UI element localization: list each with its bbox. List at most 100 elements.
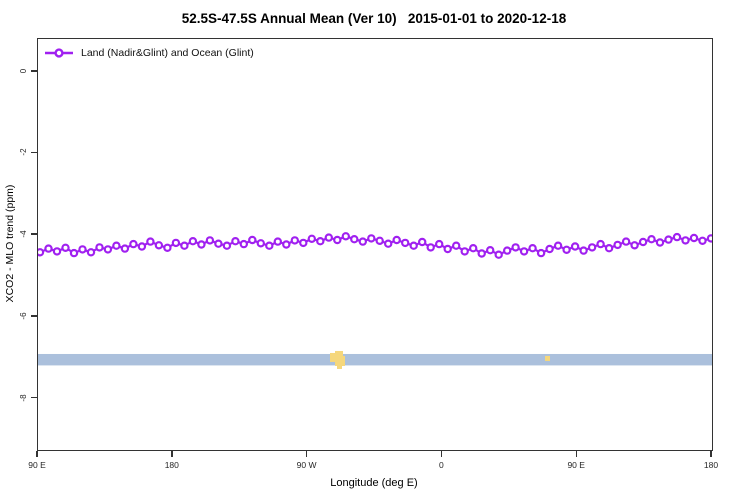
- data-point-marker: [69, 248, 79, 258]
- data-point-marker: [95, 243, 104, 252]
- data-point-marker: [706, 234, 712, 243]
- x-tick-mark: [305, 451, 308, 457]
- data-point-marker: [112, 241, 121, 250]
- x-tick-label: 180: [703, 460, 719, 470]
- data-point-marker: [146, 237, 155, 246]
- data-point-marker: [120, 244, 130, 253]
- data-point-marker: [435, 239, 444, 249]
- band-highlight: [340, 355, 345, 366]
- data-point-marker: [52, 247, 62, 256]
- band-highlight: [545, 355, 550, 361]
- data-point-marker: [443, 244, 452, 254]
- band-highlight: [330, 352, 335, 362]
- data-point-marker: [282, 240, 291, 249]
- data-point-marker: [528, 243, 537, 253]
- data-point-marker: [180, 241, 189, 250]
- y-axis-title: XCO2 - MLO trend (ppm): [4, 184, 16, 303]
- data-point-marker: [401, 238, 410, 248]
- data-point-marker: [689, 233, 699, 243]
- legend: Land (Nadir&Glint) and Ocean (Glint): [44, 46, 254, 60]
- data-point-marker: [604, 243, 614, 253]
- chart-title: 52.5S-47.5S Annual Mean (Ver 10) 2015-01…: [181, 11, 567, 26]
- data-point-marker: [316, 236, 325, 246]
- data-point-marker: [613, 240, 622, 250]
- data-point-marker: [418, 237, 427, 247]
- data-point-marker: [392, 235, 401, 245]
- data-point-marker: [545, 244, 554, 254]
- data-point-marker: [672, 232, 682, 242]
- data-point-marker: [367, 234, 376, 243]
- data-point-marker: [638, 237, 648, 247]
- data-point-marker: [511, 243, 520, 252]
- data-point-marker: [647, 234, 656, 244]
- series-plot: [38, 232, 712, 369]
- data-point-marker: [384, 239, 393, 248]
- data-point-marker: [375, 236, 384, 245]
- data-point-marker: [205, 236, 215, 245]
- y-tick-mark: [31, 233, 37, 235]
- y-tick-label: 0: [19, 68, 28, 73]
- data-point-marker: [562, 245, 571, 254]
- x-tick-label: 180: [164, 460, 179, 470]
- data-point-marker: [38, 248, 45, 257]
- data-point-marker: [596, 239, 605, 249]
- y-tick-label: -6: [19, 312, 28, 320]
- y-tick-mark: [31, 315, 37, 317]
- x-tick-mark: [36, 451, 38, 457]
- data-point-marker: [78, 245, 87, 254]
- y-tick-label: -4: [19, 230, 28, 238]
- x-tick-label: 90 E: [28, 460, 46, 470]
- x-tick-label: 0: [439, 460, 444, 470]
- data-point-marker: [655, 238, 665, 247]
- data-point-marker: [621, 237, 631, 246]
- data-point-marker: [61, 243, 70, 252]
- data-point-marker: [299, 238, 308, 248]
- y-tick-label: -8: [19, 393, 28, 402]
- data-point-marker: [477, 249, 486, 258]
- data-point-marker: [503, 246, 512, 255]
- data-point-marker: [248, 235, 257, 245]
- data-point-marker: [44, 244, 53, 253]
- data-point-marker: [129, 239, 138, 249]
- x-axis-title: Longitude (deg E): [330, 477, 418, 489]
- data-point-marker: [587, 243, 597, 252]
- data-point-marker: [341, 232, 350, 241]
- data-point-marker: [324, 233, 333, 242]
- y-tick-mark: [31, 70, 37, 72]
- data-point-marker: [290, 236, 299, 245]
- data-point-marker: [188, 236, 198, 246]
- y-tick-label: -2: [19, 148, 28, 156]
- band-highlight: [335, 350, 343, 366]
- data-point-marker: [333, 235, 342, 245]
- data-point-marker: [171, 238, 181, 248]
- data-point-marker: [163, 243, 172, 252]
- data-point-marker: [681, 236, 690, 245]
- data-point-marker: [265, 241, 274, 250]
- x-tick-mark: [575, 451, 577, 457]
- data-point-marker: [494, 250, 503, 259]
- data-point-marker: [519, 247, 529, 256]
- y-tick-mark: [31, 396, 37, 399]
- data-point-marker: [630, 241, 639, 250]
- data-point-marker: [664, 235, 673, 244]
- data-point-marker: [137, 242, 147, 251]
- data-point-marker: [460, 247, 469, 256]
- data-point-marker: [358, 237, 367, 246]
- data-point-marker: [214, 239, 223, 248]
- data-point-marker: [409, 241, 418, 250]
- data-point-marker: [154, 241, 164, 250]
- data-point-marker: [486, 245, 495, 255]
- data-point-marker: [307, 234, 316, 243]
- data-point-marker: [197, 240, 206, 249]
- data-point-marker: [239, 239, 248, 249]
- data-point-marker: [256, 239, 265, 248]
- y-tick-mark: [31, 151, 37, 154]
- data-point-marker: [536, 248, 546, 258]
- x-tick-mark: [171, 451, 173, 457]
- data-point-marker: [86, 248, 96, 257]
- x-tick-mark: [440, 451, 443, 457]
- data-point-marker: [231, 236, 240, 246]
- data-point-marker: [469, 243, 478, 253]
- x-tick-mark: [710, 451, 712, 457]
